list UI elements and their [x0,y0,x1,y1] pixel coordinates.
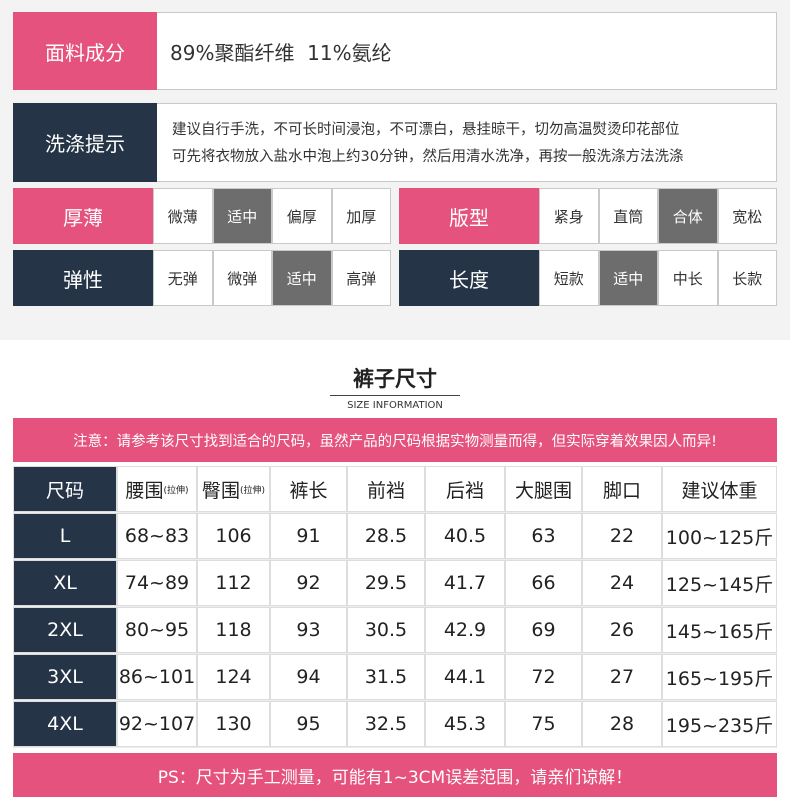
size-title: 裤子尺寸 [353,367,437,391]
table-cell: 124 [197,654,270,700]
table-cell: 66 [505,560,582,606]
size-cell: 2XL [13,607,117,653]
table-cell: 125~145斤 [662,560,777,606]
attribute-option: 合体 [658,188,718,244]
table-cell: 92 [270,560,347,606]
table-cell: 86~101 [117,654,197,700]
table-cell: 75 [505,701,582,747]
table-cell: 106 [197,513,270,559]
header-label: 前裆 [366,479,405,502]
table-cell: 40.5 [425,513,505,559]
size-cell: 4XL [13,701,117,747]
size-cell: L [13,513,117,559]
size-cell: 3XL [13,654,117,700]
attribute-option: 偏厚 [272,188,332,244]
table-cell: 22 [582,513,662,559]
size-cell: XL [13,560,117,606]
table-cell: 27 [582,654,662,700]
table-cell: 145~165斤 [662,607,777,653]
table-cell: 32.5 [347,701,425,747]
title-rule [330,395,460,396]
attribute-option: 宽松 [717,188,777,244]
fabric-text: 89%聚酯纤维 11%氨纶 [170,40,392,65]
table-cell: 45.3 [425,701,505,747]
attribute-option: 微弹 [212,250,272,306]
attribute-option: 无弹 [153,250,213,306]
table-cell: 44.1 [425,654,505,700]
table-cell: 100~125斤 [662,513,777,559]
table-cell: 31.5 [347,654,425,700]
header-note: (拉伸) [163,485,189,496]
header-label: 建议体重 [681,479,758,502]
table-cell: 165~195斤 [662,654,777,700]
table-cell: 41.7 [425,560,505,606]
header-label: 腰围 [125,479,164,502]
table-cell: 28.5 [347,513,425,559]
table-header: 建议体重 [662,466,777,512]
table-cell: 68~83 [117,513,197,559]
attribute-option: 微薄 [153,188,213,244]
header-label: 后裆 [445,479,484,502]
table-cell: 63 [505,513,582,559]
size-subtitle: SIZE INFORMATION [347,399,443,411]
table-cell: 195~235斤 [662,701,777,747]
table-cell: 42.9 [425,607,505,653]
table-header: 大腿围 [505,466,582,512]
table-cell: 118 [197,607,270,653]
attribute-label: 版型 [399,188,539,244]
table-cell: 91 [270,513,347,559]
attribute-option: 直筒 [598,188,658,244]
header-note: (拉伸) [239,485,266,496]
header-label: 臀围 [201,479,240,502]
washing-line: 建议自行手洗，不可长时间浸泡，不可漂白，悬挂晾干，切勿高温熨烫印花部位 [172,122,680,138]
attribute-option: 适中 [272,250,332,306]
table-header: 后裆 [425,466,505,512]
table-header: 裤长 [270,466,347,512]
attribute-label: 弹性 [13,250,153,306]
table-cell: 74~89 [117,560,197,606]
attribute-option: 长款 [717,250,777,306]
attribute-option: 中长 [658,250,718,306]
header-label: 尺码 [45,479,84,502]
table-cell: 112 [197,560,270,606]
table-header: 腰围 (拉伸) [117,466,197,512]
attribute-option: 适中 [212,188,272,244]
attribute-option: 高弹 [331,250,391,306]
table-cell: 95 [270,701,347,747]
table-cell: 26 [582,607,662,653]
header-label: 大腿围 [514,479,572,502]
washing-label: 洗涤提示 [13,103,157,182]
washing-line: 可先将衣物放入盐水中泡上约30分钟，然后用清水洗净，再按一般洗涤方法洗涤 [172,149,684,165]
table-cell: 24 [582,560,662,606]
table-cell: 92~107 [117,701,197,747]
table-header: 脚口 [582,466,662,512]
attribute-option: 紧身 [539,188,599,244]
table-cell: 30.5 [347,607,425,653]
header-label: 脚口 [602,479,641,502]
table-cell: 80~95 [117,607,197,653]
table-cell: 29.5 [347,560,425,606]
attribute-option: 适中 [598,250,658,306]
table-header: 臀围 (拉伸) [197,466,270,512]
table-cell: 130 [197,701,270,747]
attribute-option: 加厚 [331,188,391,244]
table-cell: 69 [505,607,582,653]
attribute-option: 短款 [539,250,599,306]
footer-bar: PS：尺寸为手工测量，可能有1~3CM误差范围，请亲们谅解！ [13,753,777,797]
table-cell: 93 [270,607,347,653]
attribute-label: 厚薄 [13,188,153,244]
attribute-label: 长度 [399,250,539,306]
fabric-label: 面料成分 [13,12,157,90]
header-label: 裤长 [289,479,328,502]
table-cell: 28 [582,701,662,747]
table-header: 前裆 [347,466,425,512]
table-cell: 94 [270,654,347,700]
notice-bar: 注意：请参考该尺寸找到适合的尺码，虽然产品的尺码根据实物测量而得，但实际穿着效果… [13,418,777,462]
table-header: 尺码 [13,466,117,512]
table-cell: 72 [505,654,582,700]
